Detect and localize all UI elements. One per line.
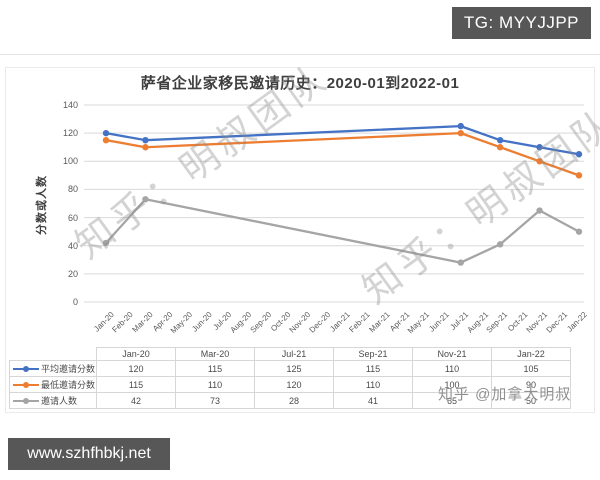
table-value-cell: 120	[96, 360, 176, 377]
table-value-cell: 42	[96, 392, 176, 409]
table-row: 最低邀请分数 115 110 120 110 100 90	[9, 376, 571, 393]
legend-marker-icon	[13, 397, 39, 405]
table-value-cell: 115	[96, 376, 176, 393]
table-value-cell: 110	[333, 376, 413, 393]
table-value-cell: 125	[254, 360, 334, 377]
table-value-cell: 73	[175, 392, 255, 409]
y-axis-title: 分数或人数	[36, 175, 48, 235]
table-value-cell: 110	[412, 360, 492, 377]
table-value-cell: 28	[254, 392, 334, 409]
table-col-header: Jan-20	[96, 347, 176, 361]
table-col-header: Mar-20	[175, 347, 255, 361]
legend-marker-icon	[13, 381, 39, 389]
legend-label: 平均邀请分数	[41, 364, 96, 374]
site-badge: www.szhfhbkj.net	[8, 438, 170, 470]
y-tick-label: 100	[62, 156, 78, 167]
y-tick-label: 140	[62, 100, 78, 110]
table-value-cell: 65	[412, 392, 492, 409]
table-corner-blank	[10, 348, 97, 361]
tg-badge: TG: MYYJJPP	[451, 7, 591, 39]
table-value-cell: 50	[491, 392, 571, 409]
table-value-cell: 100	[412, 376, 492, 393]
table-legend-cell: 最低邀请分数	[9, 376, 97, 393]
table-legend-cell: 邀请人数	[9, 392, 97, 409]
chart-title: 萨省企业家移民邀请历史：2020-01到2022-01	[140, 75, 460, 92]
table-row: 平均邀请分数 120 115 125 115 110 105	[9, 360, 571, 377]
table-value-cell: 41	[333, 392, 413, 409]
y-tick-label: 120	[62, 128, 78, 139]
y-tick-label: 0	[72, 297, 78, 307]
top-divider	[0, 54, 600, 55]
table-value-cell: 115	[175, 360, 255, 377]
y-tick-label: 60	[67, 212, 78, 223]
table-legend-cell: 平均邀请分数	[9, 360, 97, 377]
table-col-header: Jan-22	[491, 347, 571, 361]
table-value-cell: 120	[254, 376, 334, 393]
legend-label: 最低邀请分数	[41, 380, 96, 390]
y-tick-label: 40	[67, 240, 78, 251]
data-table: Jan-20 Mar-20 Jul-21 Sep-21 Nov-21 Jan-22 平均邀请…	[9, 347, 571, 409]
table-col-header: Jul-21	[254, 347, 334, 361]
table-row: 邀请人数 42 73 28 41 65 50	[9, 392, 571, 409]
legend-marker-icon	[13, 365, 39, 373]
table-col-header: Sep-21	[333, 347, 413, 361]
table-value-cell: 110	[175, 376, 255, 393]
y-tick-label: 20	[67, 268, 78, 279]
y-tick-label: 80	[67, 184, 78, 195]
table-value-cell: 90	[491, 376, 571, 393]
table-col-header: Nov-21	[412, 347, 492, 361]
table-value-cell: 105	[491, 360, 571, 377]
table-value-cell: 115	[333, 360, 413, 377]
legend-label: 邀请人数	[41, 396, 78, 406]
data-table-grid: Jan-20 Mar-20 Jul-21 Sep-21 Nov-21 Jan-22 平均邀请…	[9, 347, 571, 409]
